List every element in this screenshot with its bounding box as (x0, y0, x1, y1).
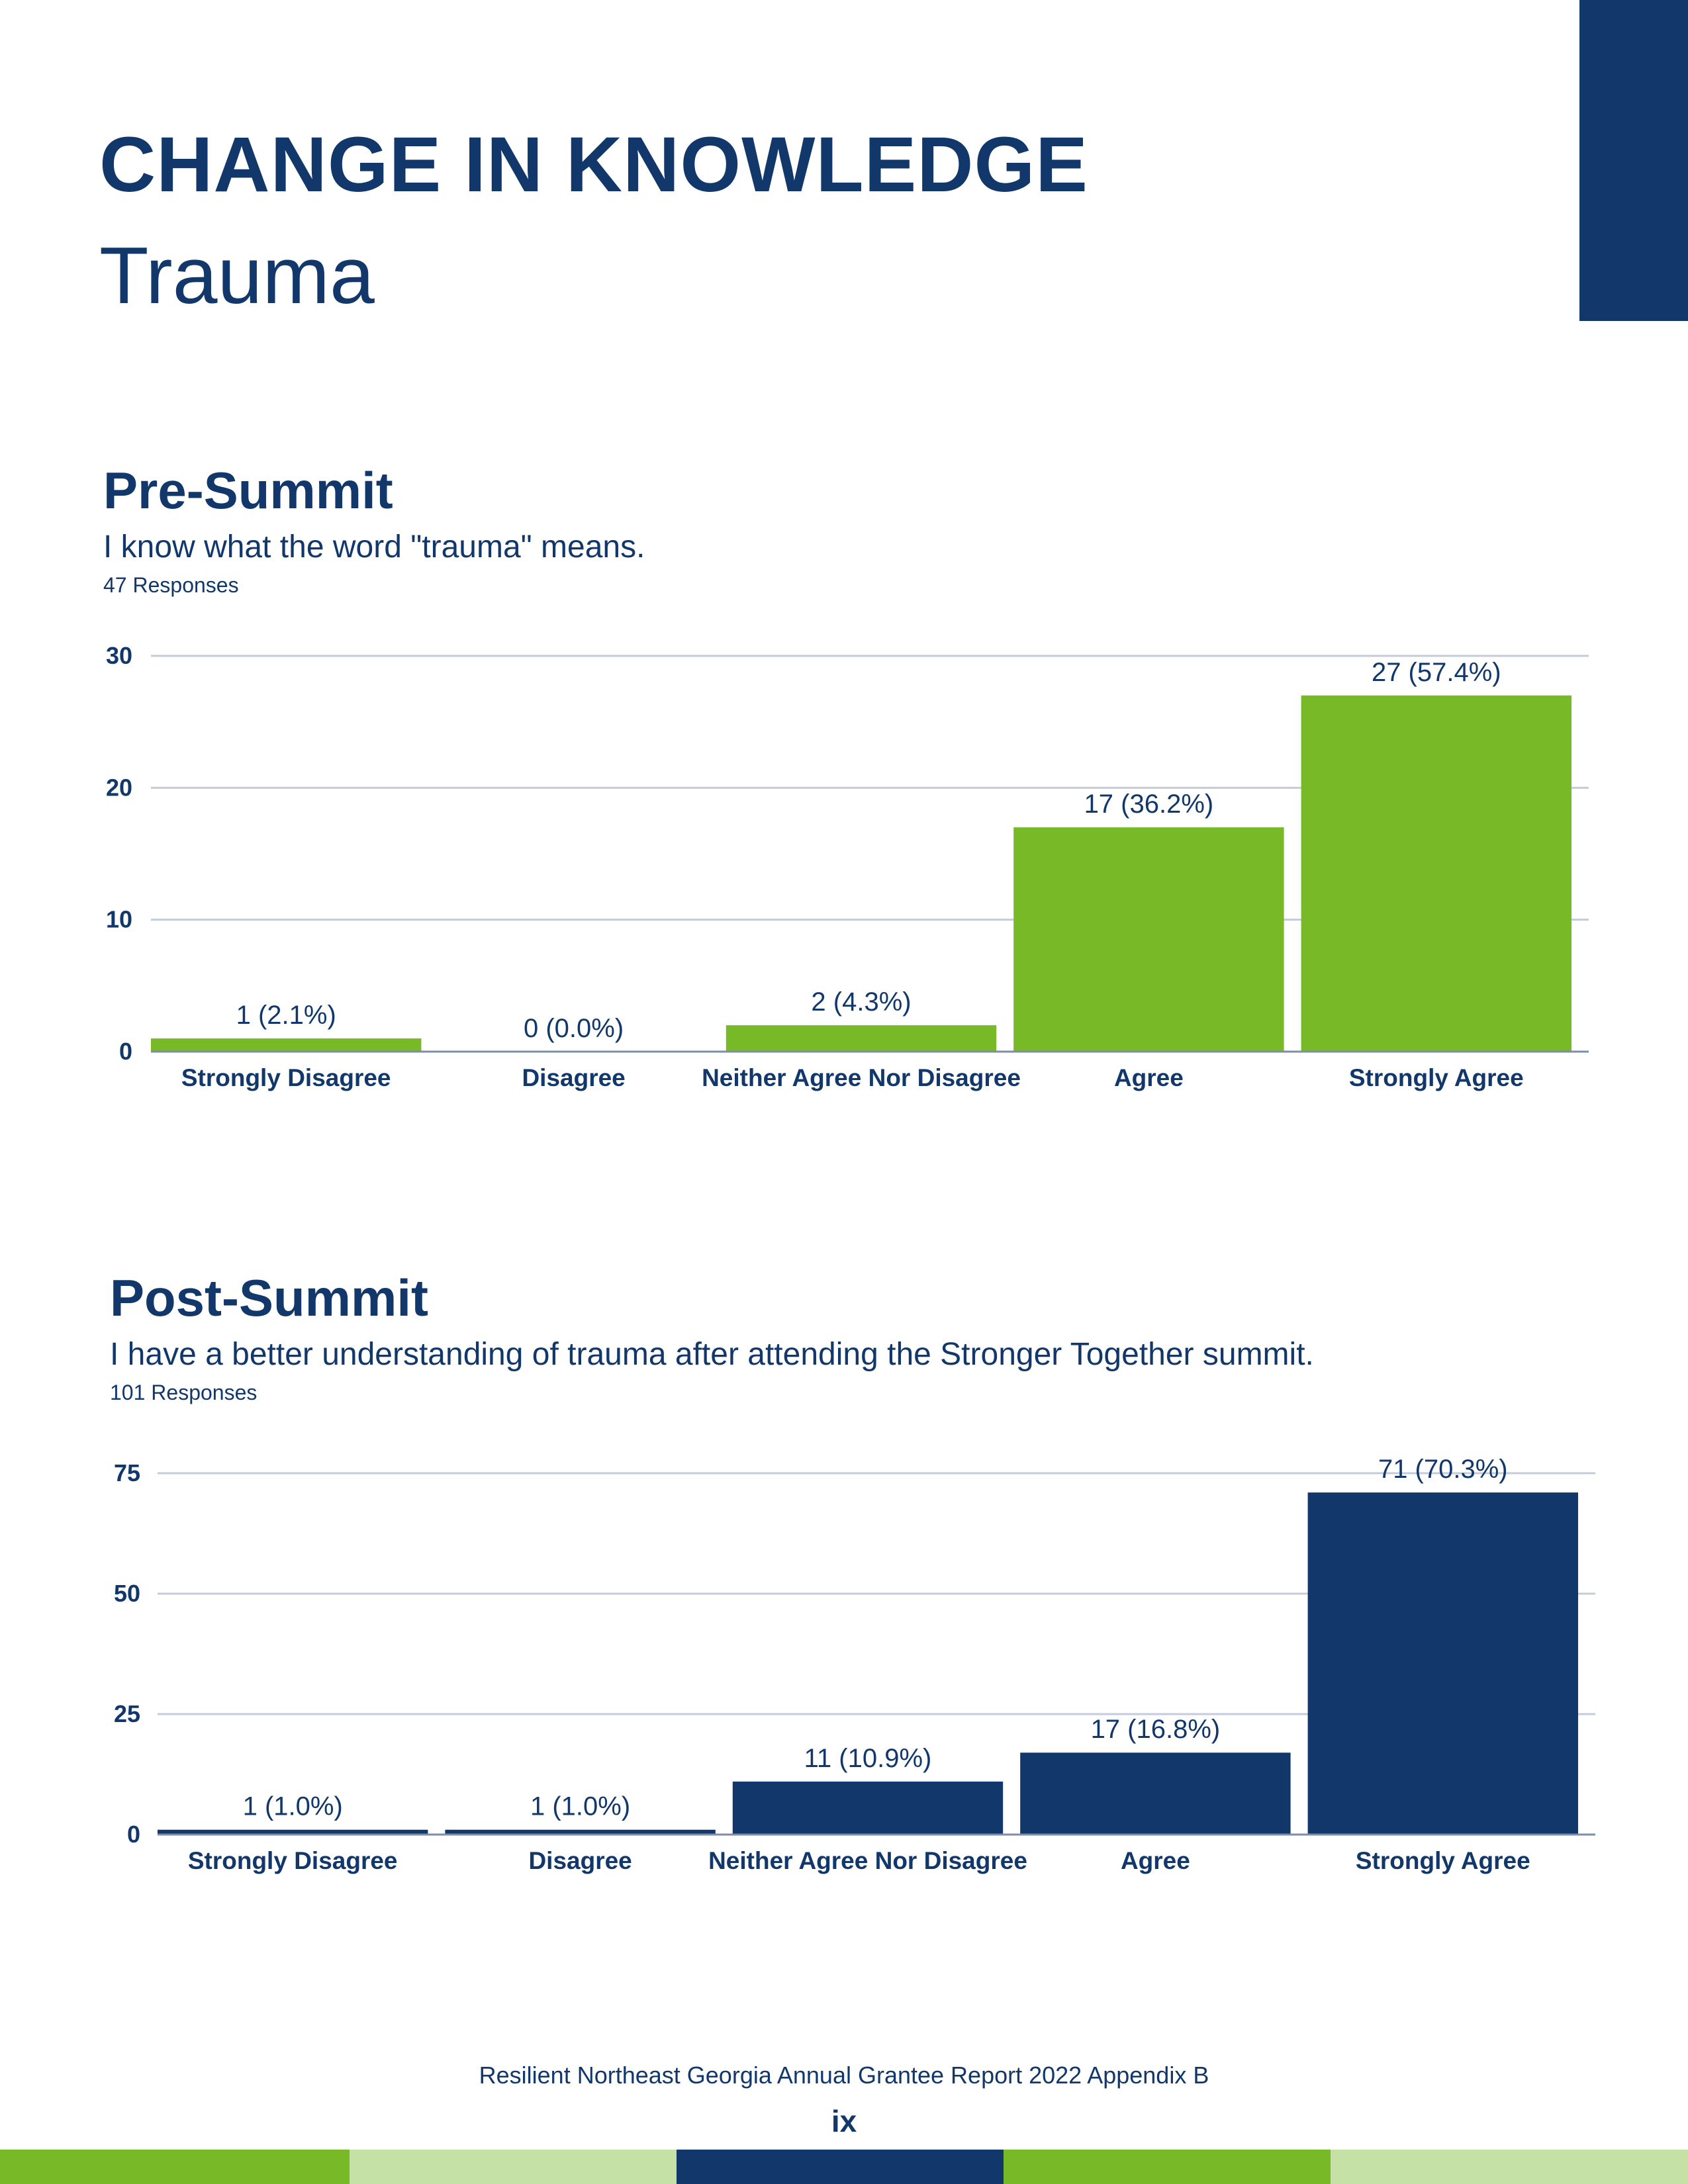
y-tick-label: 0 (127, 1821, 140, 1848)
data-label: 1 (1.0%) (243, 1792, 343, 1821)
data-label: 11 (10.9%) (804, 1744, 932, 1773)
footer-color-bar (0, 2150, 1688, 2184)
page-number: ix (831, 2104, 857, 2138)
x-category-label: Agree (1114, 1064, 1184, 1091)
page-subtitle: Trauma (99, 230, 375, 320)
bar (726, 1025, 997, 1052)
x-category-label: Strongly Disagree (188, 1847, 398, 1874)
footer-bar-segment (1331, 2150, 1688, 2184)
x-category-label: Agree (1121, 1847, 1190, 1874)
bar (1020, 1752, 1291, 1835)
footer-bar-segment (677, 2150, 1004, 2184)
y-tick-label: 10 (106, 906, 132, 933)
pre-summit-response-count: 47 Responses (103, 573, 239, 597)
data-label: 1 (2.1%) (236, 1001, 336, 1030)
footer-bar-segment (350, 2150, 677, 2184)
data-label: 17 (16.8%) (1091, 1715, 1221, 1744)
data-label: 27 (57.4%) (1372, 658, 1501, 687)
data-label: 17 (36.2%) (1084, 790, 1214, 819)
footer-report-title: Resilient Northeast Georgia Annual Grant… (479, 2062, 1209, 2089)
y-tick-label: 0 (119, 1038, 132, 1065)
x-category-label: Disagree (528, 1847, 632, 1874)
y-tick-label: 25 (114, 1700, 140, 1727)
bar (158, 1829, 428, 1835)
x-category-label: Strongly Disagree (181, 1064, 391, 1091)
data-label: 1 (1.0%) (530, 1792, 630, 1821)
post-summit-question: I have a better understanding of trauma … (110, 1337, 1314, 1372)
page-title: CHANGE IN KNOWLEDGE (99, 121, 1088, 208)
data-label: 0 (0.0%) (524, 1014, 624, 1043)
bar (151, 1038, 422, 1052)
corner-accent-block (1579, 0, 1688, 321)
data-label: 71 (70.3%) (1378, 1455, 1508, 1484)
x-category-label: Strongly Agree (1349, 1064, 1524, 1091)
x-category-label: Strongly Agree (1356, 1847, 1530, 1874)
pre-summit-question: I know what the word "trauma" means. (103, 529, 645, 565)
footer-bar-segment (0, 2150, 350, 2184)
pre-summit-heading: Pre-Summit (103, 461, 393, 520)
x-category-label: Neither Agree Nor Disagree (708, 1847, 1027, 1874)
y-tick-label: 75 (114, 1459, 140, 1486)
y-tick-label: 20 (106, 774, 132, 801)
post-summit-heading: Post-Summit (110, 1269, 429, 1327)
data-label: 2 (4.3%) (811, 987, 911, 1017)
bar (1307, 1492, 1578, 1835)
y-tick-label: 30 (106, 642, 132, 669)
bar (732, 1781, 1004, 1835)
bar (1013, 827, 1284, 1052)
y-tick-label: 50 (114, 1580, 140, 1607)
bar (445, 1829, 716, 1835)
x-category-label: Neither Agree Nor Disagree (702, 1064, 1021, 1091)
post-summit-response-count: 101 Responses (110, 1381, 258, 1404)
x-category-label: Disagree (522, 1064, 625, 1091)
bar (1301, 695, 1571, 1052)
footer-bar-segment (1004, 2150, 1331, 2184)
